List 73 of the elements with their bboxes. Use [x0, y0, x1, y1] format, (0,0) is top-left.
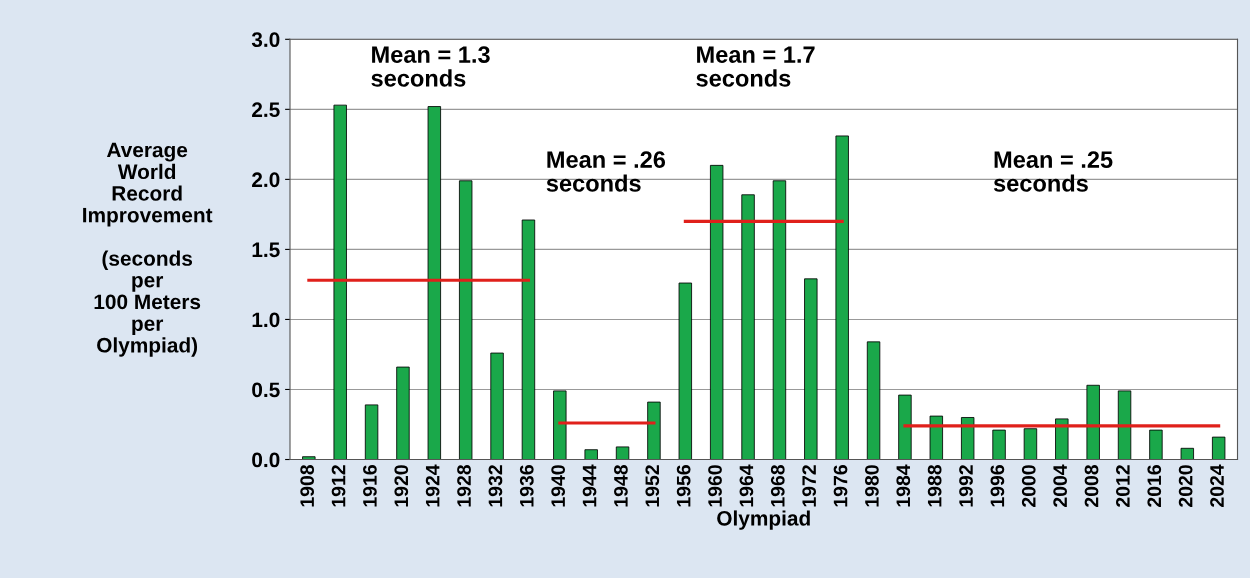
bar	[741, 194, 755, 460]
bar	[553, 390, 567, 460]
bar	[333, 104, 347, 460]
bar	[490, 352, 504, 460]
x-axis-title: Olympiad	[717, 510, 810, 530]
x-tick-label: 1964	[739, 464, 754, 507]
x-tick-label: 1912	[331, 465, 346, 507]
bar	[898, 394, 912, 460]
x-tick-label: 2016	[1147, 465, 1162, 507]
annotation: Mean = 1.7 seconds	[696, 46, 815, 87]
x-tick-label: 1944	[582, 464, 597, 507]
bar	[1149, 429, 1163, 460]
bar	[678, 282, 693, 460]
bar	[459, 180, 473, 460]
bar	[866, 341, 881, 460]
bar	[960, 417, 975, 460]
x-tick-label: 1940	[551, 465, 566, 507]
x-tick-label: 1956	[676, 465, 691, 507]
x-tick-label: 1948	[614, 464, 628, 507]
bar	[804, 278, 818, 460]
x-tick-label: 1976	[833, 465, 848, 507]
bar	[992, 429, 1006, 460]
bar	[1117, 390, 1132, 460]
bar	[1180, 447, 1194, 460]
y-tick-label: 3.0	[251, 32, 280, 48]
bar	[521, 219, 536, 460]
x-tick-label: 1916	[363, 465, 377, 507]
bar	[615, 446, 630, 460]
x-tick-label: 2004	[1053, 464, 1068, 507]
x-tick-label: 1908	[300, 464, 315, 507]
bar	[427, 106, 442, 460]
x-tick-label: 2012	[1116, 465, 1130, 507]
bar	[1055, 418, 1069, 460]
x-tick-label: 2020	[1178, 465, 1193, 507]
text: Average World Record Improvement (seconds per 100 Meters per Olympiad)	[83, 142, 213, 357]
bar	[835, 135, 849, 460]
x-tick-label: 1960	[708, 465, 722, 507]
x-tick-label: 1988	[927, 464, 942, 507]
x-tick-label: 1936	[519, 465, 534, 507]
x-tick-label: 1972	[802, 465, 817, 507]
x-tick-label: 1992	[959, 465, 973, 507]
bar	[709, 164, 724, 460]
x-tick-label: 2024	[1210, 464, 1224, 507]
bar	[1211, 436, 1226, 460]
annotation: Mean = .25 seconds	[993, 151, 1113, 192]
bar	[647, 401, 661, 460]
bar	[1086, 384, 1100, 460]
bar	[302, 456, 316, 460]
x-tick-label: 1980	[865, 465, 879, 507]
y-tick-label: 1.5	[252, 242, 280, 258]
x-tick-label: 1928	[457, 464, 471, 507]
bar	[364, 404, 379, 460]
bar	[929, 415, 943, 460]
y-tick-label: 1.0	[252, 312, 280, 328]
x-tick-label: 2008	[1084, 464, 1099, 507]
bar	[584, 449, 598, 460]
x-tick-label: 1996	[990, 465, 1005, 507]
x-tick-label: 1924	[425, 464, 440, 507]
x-tick-label: 1932	[488, 465, 503, 507]
x-tick-label: 1984	[896, 464, 911, 507]
x-tick-label: 1952	[645, 465, 660, 507]
bar	[1023, 428, 1038, 460]
annotation: Mean = 1.3 seconds	[371, 46, 490, 87]
annotation: Mean = .26 seconds	[546, 151, 666, 192]
y-tick-label: 2.0	[252, 172, 280, 188]
bar	[396, 366, 410, 460]
y-tick-label: 0.0	[252, 452, 280, 468]
y-tick-label: 0.5	[252, 382, 280, 398]
x-tick-label: 2000	[1021, 465, 1036, 507]
bar	[772, 180, 787, 460]
x-tick-label: 1920	[394, 465, 409, 507]
y-tick-label: 2.5	[252, 102, 280, 118]
x-tick-label: 1968	[770, 464, 785, 507]
